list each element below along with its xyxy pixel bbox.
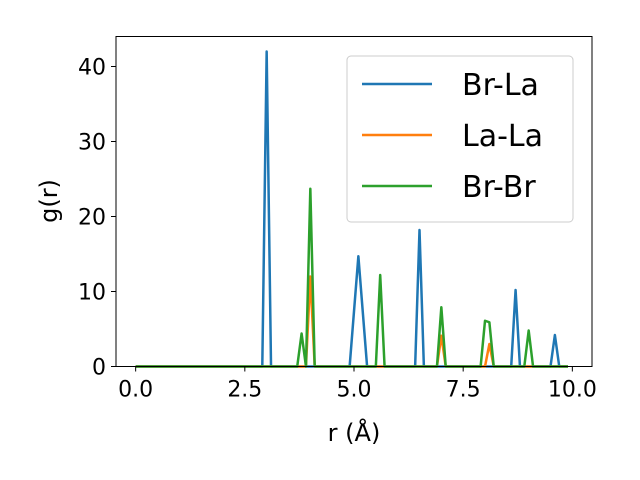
y-axis-label: g(r)	[35, 179, 63, 223]
legend-label-br-la: Br-La	[462, 68, 539, 103]
y-tick-label: 20	[78, 206, 106, 231]
legend-label-la-la: La-La	[462, 119, 543, 154]
legend-label-br-br: Br-Br	[462, 170, 536, 205]
x-tick-label: 10.0	[548, 378, 597, 403]
y-axis: 0 10 20 30 40	[78, 56, 116, 381]
x-tick-label: 7.5	[446, 378, 481, 403]
x-axis-label: r (Å)	[328, 418, 381, 447]
y-tick-label: 30	[78, 131, 106, 156]
x-axis: 0.0 2.5 5.0 7.5 10.0	[118, 366, 597, 403]
legend-box	[346, 55, 574, 223]
x-tick-label: 5.0	[337, 378, 372, 403]
x-tick-label: 0.0	[118, 378, 153, 403]
series-line-br-la	[135, 50, 568, 368]
y-tick-label: 0	[92, 356, 106, 381]
x-tick-label: 2.5	[227, 378, 262, 403]
legend: Br-La La-La Br-Br	[346, 55, 574, 223]
y-tick-label: 10	[78, 281, 106, 306]
y-tick-label: 40	[78, 56, 106, 81]
